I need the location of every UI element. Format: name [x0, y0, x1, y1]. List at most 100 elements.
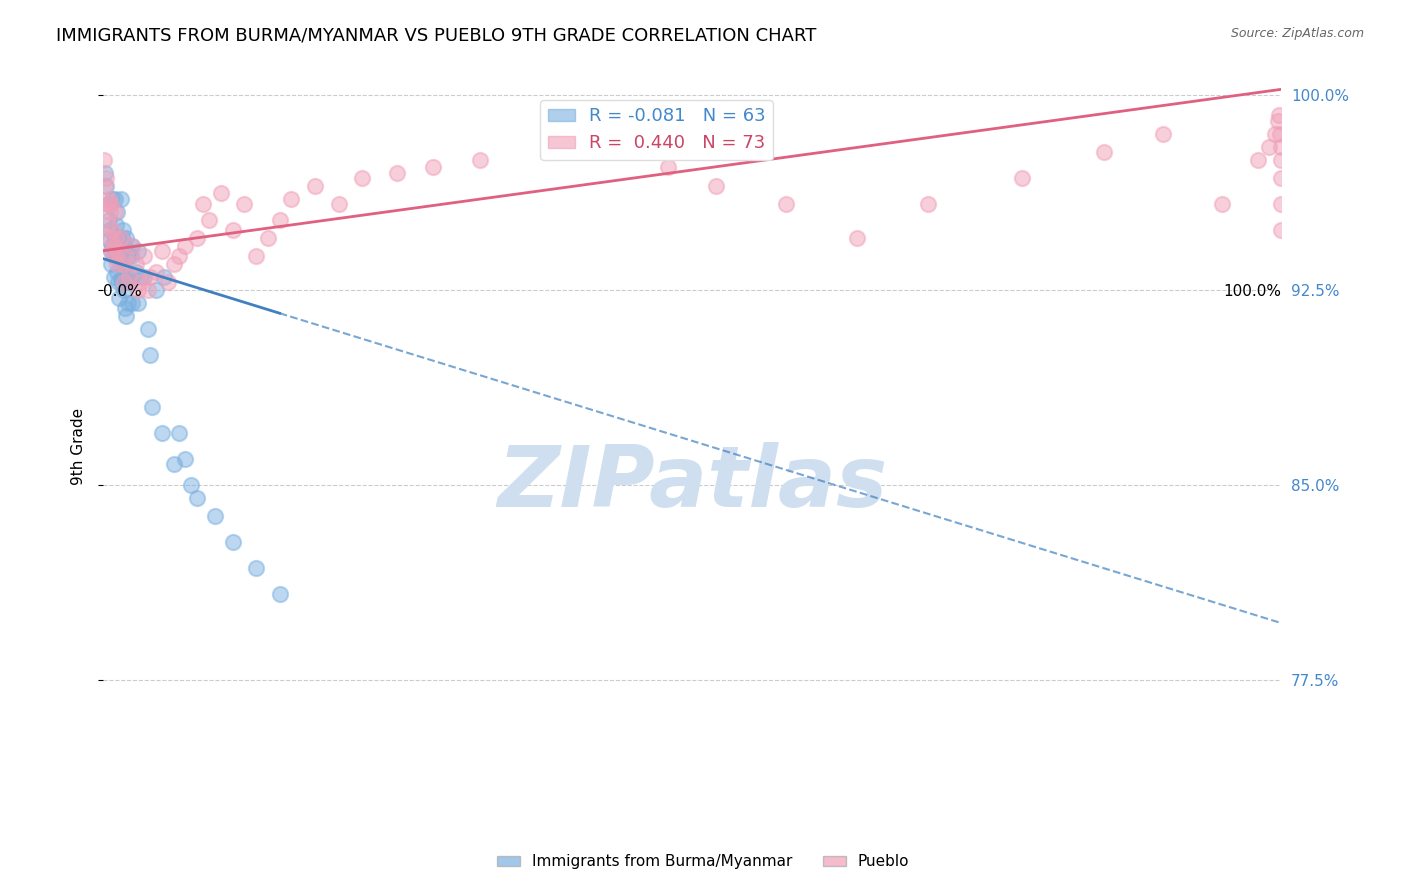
Y-axis label: 9th Grade: 9th Grade [72, 408, 86, 484]
Point [105, 257, 128, 271]
Point [115, 275, 138, 289]
Point [114, 264, 136, 278]
Point [174, 452, 197, 467]
Point [845, 231, 868, 245]
Point [104, 249, 127, 263]
Point [125, 264, 148, 278]
Point [280, 192, 302, 206]
Point [221, 223, 243, 237]
Point [118, 275, 141, 289]
Point [1092, 145, 1115, 159]
Point [169, 425, 191, 440]
Point [775, 197, 797, 211]
Point [422, 161, 444, 175]
Point [110, 275, 132, 289]
Point [1211, 197, 1233, 211]
Point [101, 223, 124, 237]
Point [150, 244, 173, 258]
Point [104, 192, 127, 206]
Text: 100.0%: 100.0% [1223, 284, 1281, 299]
Point [107, 231, 129, 245]
Point [139, 269, 162, 284]
Point [245, 249, 267, 263]
Point [328, 197, 350, 211]
Point [153, 269, 176, 284]
Point [120, 249, 142, 263]
Point [174, 238, 197, 252]
Point [1270, 170, 1292, 185]
Point [98, 223, 121, 237]
Point [104, 244, 127, 258]
Text: Source: ZipAtlas.com: Source: ZipAtlas.com [1230, 27, 1364, 40]
Point [110, 192, 132, 206]
Point [186, 231, 208, 245]
Point [107, 244, 129, 258]
Point [141, 400, 163, 414]
Point [110, 231, 132, 245]
Point [111, 269, 134, 284]
Point [115, 309, 138, 323]
Point [107, 275, 129, 289]
Point [96, 170, 118, 185]
Point [111, 244, 134, 258]
Point [304, 178, 326, 193]
Point [108, 291, 131, 305]
Point [198, 212, 221, 227]
Legend: R = -0.081   N = 63, R =  0.440   N = 73: R = -0.081 N = 63, R = 0.440 N = 73 [540, 100, 773, 160]
Point [101, 238, 124, 252]
Point [121, 238, 143, 252]
Point [209, 186, 232, 201]
Point [245, 561, 267, 575]
Point [114, 301, 136, 315]
Point [97, 197, 120, 211]
Point [105, 264, 128, 278]
Point [1270, 223, 1292, 237]
Point [93, 153, 115, 167]
Point [98, 231, 121, 245]
Point [104, 231, 127, 245]
Point [1246, 153, 1268, 167]
Point [1267, 113, 1289, 128]
Point [97, 192, 120, 206]
Point [96, 178, 118, 193]
Point [139, 348, 162, 362]
Point [186, 491, 208, 505]
Point [104, 231, 127, 245]
Point [104, 218, 127, 232]
Point [100, 244, 122, 258]
Point [704, 178, 727, 193]
Point [129, 269, 152, 284]
Point [103, 249, 125, 263]
Point [97, 212, 120, 227]
Point [127, 295, 149, 310]
Point [136, 283, 159, 297]
Point [111, 257, 134, 271]
Point [1268, 127, 1291, 141]
Point [204, 509, 226, 524]
Point [111, 257, 134, 271]
Point [125, 257, 148, 271]
Point [136, 322, 159, 336]
Point [100, 257, 122, 271]
Point [118, 269, 141, 284]
Point [127, 244, 149, 258]
Point [257, 231, 280, 245]
Point [162, 257, 184, 271]
Point [94, 178, 117, 193]
Point [112, 283, 135, 297]
Point [105, 204, 128, 219]
Point [150, 425, 173, 440]
Point [1264, 127, 1286, 141]
Point [540, 145, 562, 159]
Point [269, 587, 291, 601]
Point [221, 535, 243, 549]
Point [468, 153, 491, 167]
Point [134, 269, 156, 284]
Point [269, 212, 291, 227]
Point [117, 249, 139, 263]
Legend: Immigrants from Burma/Myanmar, Pueblo: Immigrants from Burma/Myanmar, Pueblo [491, 848, 915, 875]
Point [127, 283, 149, 297]
Point [115, 249, 138, 263]
Point [111, 223, 134, 237]
Point [162, 457, 184, 471]
